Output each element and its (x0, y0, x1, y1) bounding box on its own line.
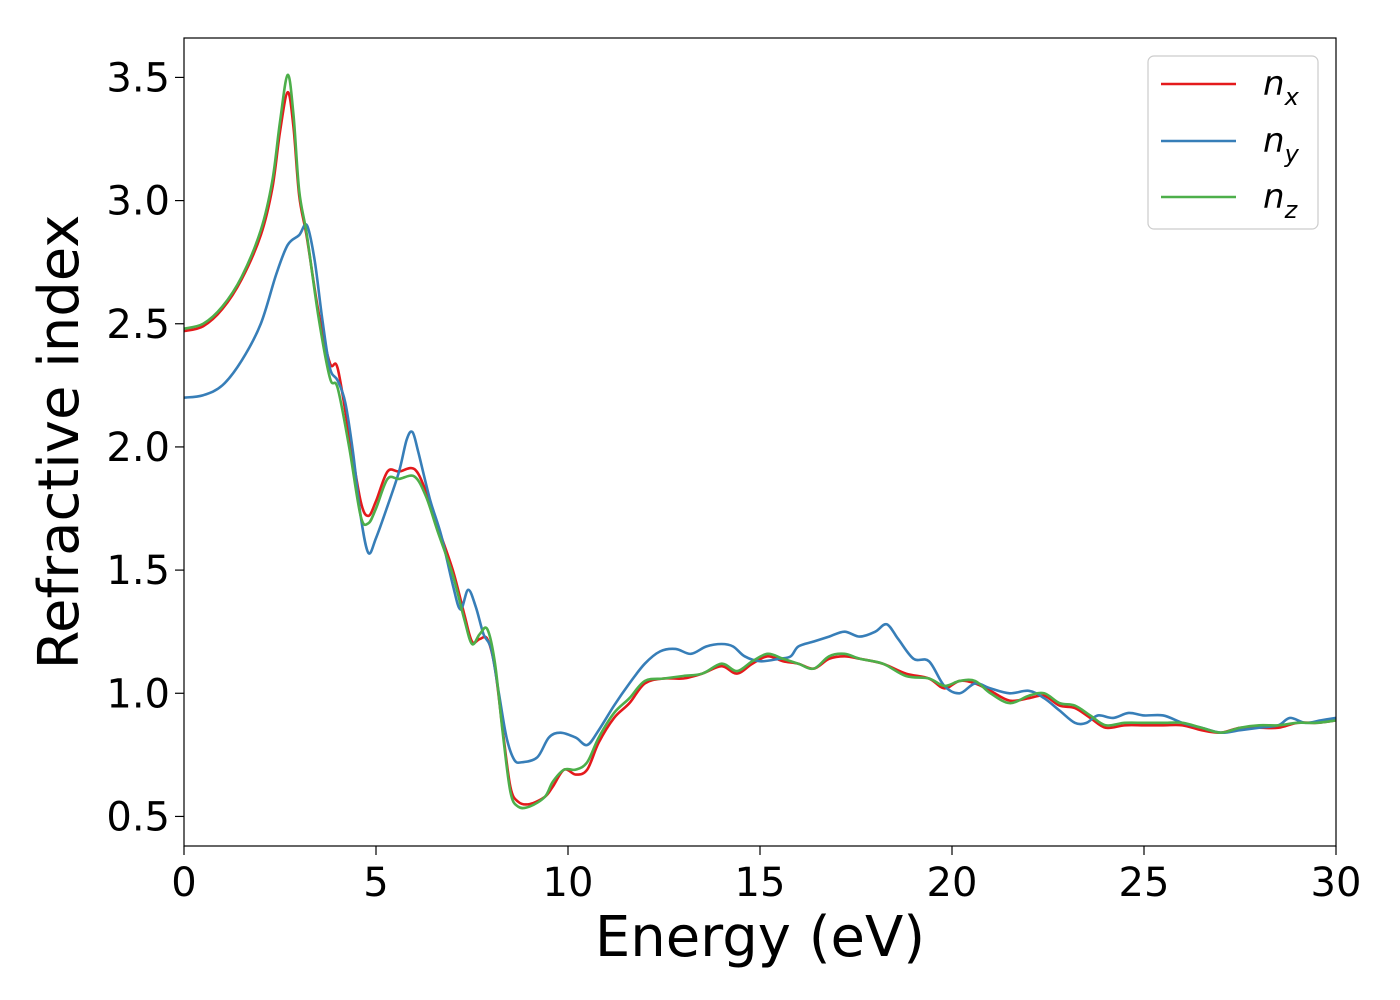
legend-label-n-y: ny (1263, 121, 1300, 168)
legend-label-n-z: nz (1263, 177, 1299, 224)
x-tick-label: 0 (171, 860, 196, 906)
x-axis-title: Energy (eV) (595, 905, 925, 970)
legend-box (1147, 55, 1319, 230)
y-axis-title: Refractive index (27, 215, 92, 670)
y-tick-label: 2.0 (106, 425, 170, 471)
x-tick-label: 30 (1311, 860, 1362, 906)
y-tick-label: 3.0 (106, 179, 170, 225)
series-layer (184, 73, 1336, 810)
legend-label-n-x: nx (1263, 64, 1300, 111)
series-line-n-x (184, 90, 1336, 806)
y-tick-label: 1.5 (106, 548, 170, 594)
y-tick-label: 3.5 (106, 55, 170, 101)
x-tick-label: 20 (927, 860, 978, 906)
y-tick-label: 2.5 (106, 302, 170, 348)
y-tick-label: 0.5 (106, 794, 170, 840)
x-tick-label: 15 (735, 860, 786, 906)
x-tick-label: 25 (1119, 860, 1170, 906)
x-tick-label: 10 (543, 860, 594, 906)
legend: nx ny nz (1147, 55, 1319, 230)
x-tick-label: 5 (363, 860, 388, 906)
y-tick-label: 1.0 (106, 671, 170, 717)
plot-area (184, 73, 1336, 810)
axis-ticks: 0 5 10 15 20 25 30 0.5 1.0 1.5 2.0 2.5 3.0 3.5 (106, 55, 1361, 906)
series-line-n-z (184, 73, 1336, 810)
